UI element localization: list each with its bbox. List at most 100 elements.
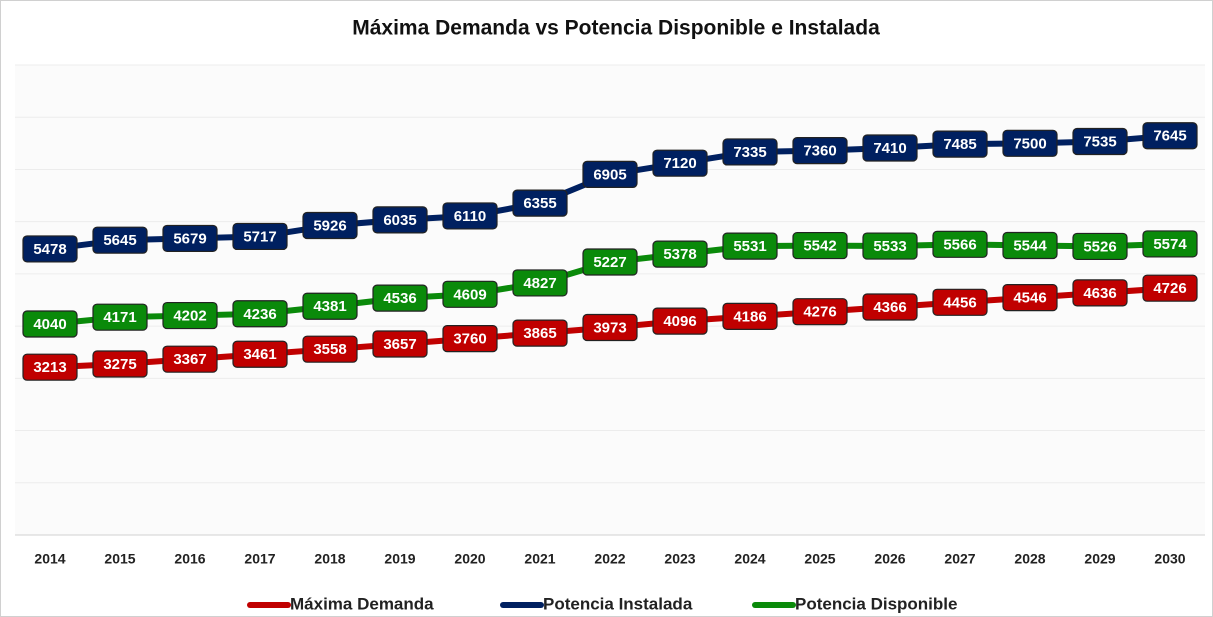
data-label: 3461 (243, 346, 276, 363)
data-label-box (372, 330, 428, 358)
data-label-box (582, 248, 638, 276)
x-tick-label: 2030 (1154, 551, 1185, 567)
data-label-box (92, 350, 148, 378)
data-label: 4276 (803, 304, 836, 321)
data-label: 4456 (943, 294, 976, 311)
x-tick-label: 2020 (454, 551, 485, 567)
data-label-box (232, 300, 288, 328)
data-label-box (1072, 127, 1128, 156)
x-tick-label: 2022 (594, 551, 625, 567)
data-label-box (582, 160, 638, 189)
x-tick-label: 2018 (314, 551, 345, 567)
data-label-box (862, 134, 918, 162)
data-label-box (722, 302, 778, 330)
data-label: 4636 (1083, 285, 1116, 302)
data-label-box (302, 211, 358, 240)
data-label-box (932, 288, 988, 316)
data-label: 5526 (1083, 238, 1116, 255)
data-label: 5926 (313, 217, 346, 234)
x-tick-label: 2027 (944, 551, 975, 567)
x-tick-label: 2019 (384, 551, 415, 567)
data-label: 3275 (103, 356, 136, 373)
data-label-box (792, 137, 848, 165)
data-label: 5645 (103, 232, 136, 249)
data-label-box (22, 235, 78, 263)
data-label-box (302, 292, 358, 320)
data-label-box (932, 230, 988, 258)
data-label: 4236 (243, 306, 276, 323)
data-label-box (372, 206, 428, 234)
data-label-box (22, 353, 78, 381)
x-tick-label: 2024 (734, 551, 765, 567)
data-label: 5531 (733, 238, 766, 255)
x-tick-label: 2023 (664, 551, 695, 567)
data-label: 7410 (873, 140, 906, 157)
data-label: 5227 (593, 254, 626, 271)
data-label: 3558 (313, 341, 346, 358)
data-label: 7120 (663, 155, 696, 172)
data-label: 4609 (453, 286, 486, 303)
x-tick-label: 2025 (804, 551, 835, 567)
data-label: 7485 (943, 136, 976, 153)
data-label: 4536 (383, 290, 416, 307)
data-label: 5542 (803, 238, 836, 255)
data-label: 5566 (943, 236, 976, 253)
data-label: 4726 (1153, 280, 1186, 297)
data-label: 4171 (103, 309, 136, 326)
data-label-box (232, 222, 288, 251)
data-label: 3657 (383, 336, 416, 353)
data-label-box (372, 284, 428, 312)
data-label: 4096 (663, 313, 696, 330)
data-label-box (512, 189, 568, 217)
x-tick-label: 2016 (174, 551, 205, 567)
data-label-box (862, 232, 918, 260)
data-label: 3865 (523, 325, 556, 342)
data-label-box (792, 231, 848, 260)
legend-label: Máxima Demanda (290, 594, 434, 613)
data-label-box (1072, 232, 1128, 261)
data-label-box (652, 149, 708, 177)
x-tick-label: 2021 (524, 551, 555, 567)
data-label-box (442, 325, 498, 353)
data-label-box (1002, 129, 1058, 157)
data-label: 7645 (1153, 128, 1186, 145)
data-label-box (232, 340, 288, 368)
data-label: 5544 (1013, 237, 1047, 254)
data-label: 5533 (873, 238, 906, 255)
x-tick-label: 2026 (874, 551, 905, 567)
data-label: 7500 (1013, 135, 1046, 152)
data-label-box (792, 298, 848, 326)
data-label-box (92, 303, 148, 331)
data-label-box (722, 138, 778, 166)
chart-title: Máxima Demanda vs Potencia Disponible e … (352, 17, 880, 40)
data-label: 4202 (173, 308, 206, 325)
data-label-box (512, 269, 568, 297)
data-label: 4827 (523, 275, 556, 292)
data-label-box (862, 293, 918, 321)
x-tick-label: 2017 (244, 551, 275, 567)
data-label-box (302, 335, 358, 363)
data-label-box (442, 280, 498, 308)
data-label-box (932, 130, 988, 158)
data-label-box (442, 202, 498, 230)
data-label-box (652, 307, 708, 335)
data-label-box (1142, 274, 1198, 302)
data-label-box (1142, 230, 1198, 258)
data-label: 3213 (33, 359, 66, 376)
x-tick-label: 2015 (104, 551, 135, 567)
data-label: 4381 (313, 298, 346, 315)
x-tick-label: 2029 (1084, 551, 1115, 567)
legend-label: Potencia Disponible (795, 594, 957, 613)
data-label-box (1142, 122, 1198, 150)
data-label: 6905 (593, 166, 626, 183)
data-label: 4040 (33, 316, 66, 333)
x-tick-label: 2014 (34, 551, 65, 567)
data-label: 5478 (33, 241, 66, 258)
data-label-box (582, 313, 638, 342)
data-label: 7335 (733, 144, 766, 161)
data-label: 5378 (663, 246, 696, 263)
data-label: 3973 (593, 319, 626, 336)
data-label-box (162, 224, 218, 253)
data-label-box (22, 310, 78, 338)
